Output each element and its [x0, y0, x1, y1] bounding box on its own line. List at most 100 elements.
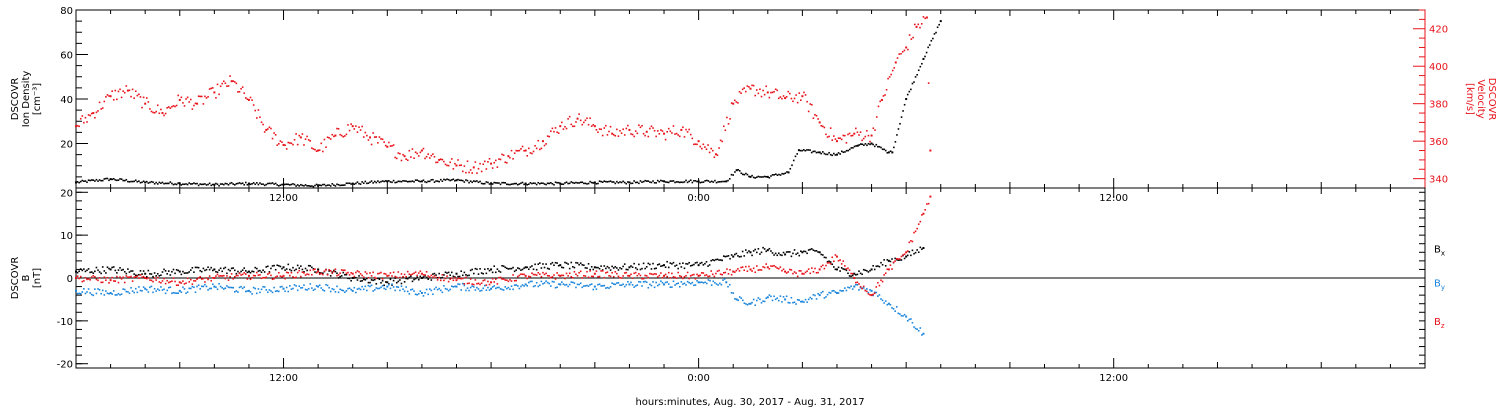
data-point — [472, 286, 475, 288]
data-point — [638, 273, 640, 275]
data-point — [658, 133, 661, 135]
data-point — [504, 286, 507, 288]
data-point — [287, 183, 290, 186]
data-point — [315, 183, 318, 186]
data-point — [804, 298, 807, 301]
data-point — [550, 182, 552, 184]
data-point — [296, 271, 299, 274]
data-point — [306, 135, 308, 138]
data-point — [257, 274, 260, 276]
data-point — [697, 274, 700, 277]
data-point — [924, 55, 926, 58]
data-point — [852, 147, 854, 149]
data-point — [111, 90, 113, 93]
data-point — [474, 161, 477, 163]
data-point — [902, 110, 904, 112]
data-point — [424, 275, 426, 277]
data-point — [480, 182, 483, 185]
data-point — [493, 181, 496, 184]
data-point — [545, 183, 547, 186]
data-point — [784, 253, 787, 256]
data-point — [801, 251, 804, 254]
data-point — [620, 267, 623, 270]
data-point — [858, 134, 860, 136]
data-point — [765, 85, 768, 88]
data-point — [419, 275, 422, 278]
data-point — [870, 268, 873, 271]
data-point — [432, 276, 434, 279]
x-tick-label: 12:00 — [1099, 373, 1128, 384]
data-point — [216, 271, 219, 274]
data-point — [887, 268, 890, 271]
data-point — [414, 277, 417, 280]
data-point — [781, 97, 783, 100]
data-point — [765, 297, 768, 299]
data-point — [480, 170, 483, 173]
data-point — [801, 149, 803, 152]
data-point — [361, 181, 363, 183]
data-point — [175, 183, 178, 186]
data-point — [358, 275, 360, 277]
data-point — [548, 282, 551, 285]
data-point — [312, 185, 315, 188]
data-point — [339, 133, 341, 136]
data-point — [348, 287, 351, 290]
data-point — [660, 129, 662, 131]
data-point — [877, 265, 879, 267]
data-point — [584, 285, 587, 287]
data-point — [394, 275, 396, 278]
data-point — [928, 44, 931, 46]
data-point — [866, 144, 868, 147]
data-point — [874, 129, 876, 131]
data-point — [446, 288, 448, 291]
data-point — [699, 262, 701, 265]
data-point — [279, 184, 282, 187]
data-point — [744, 249, 747, 251]
data-point — [520, 182, 522, 185]
data-point — [109, 292, 112, 294]
data-point — [460, 164, 463, 166]
data-point — [292, 276, 294, 278]
data-point — [660, 280, 662, 282]
data-point — [715, 272, 717, 275]
data-point — [383, 287, 385, 290]
data-point — [815, 114, 818, 117]
data-point — [524, 283, 527, 286]
data-point — [732, 292, 735, 294]
data-point — [403, 155, 406, 158]
data-point — [252, 286, 255, 289]
data-point — [259, 274, 261, 276]
data-point — [581, 277, 584, 279]
data-point — [715, 181, 718, 184]
data-point — [265, 266, 268, 268]
data-point — [746, 270, 749, 273]
data-point — [548, 182, 551, 185]
data-point — [858, 270, 860, 273]
data-point — [193, 182, 195, 184]
data-point — [848, 269, 851, 271]
data-point — [314, 288, 316, 291]
data-point — [94, 288, 96, 290]
data-point — [411, 280, 414, 283]
data-point — [864, 143, 867, 145]
data-point — [711, 273, 714, 276]
data-point — [678, 275, 681, 277]
data-point — [840, 290, 843, 292]
data-point — [322, 289, 324, 291]
data-point — [389, 278, 392, 281]
data-point — [586, 284, 588, 287]
data-point — [262, 123, 264, 126]
data-point — [683, 275, 686, 278]
x-tick-label: 12:00 — [1099, 193, 1128, 204]
data-point — [226, 272, 228, 275]
data-point — [199, 288, 202, 290]
data-point — [773, 174, 775, 176]
data-point — [870, 289, 873, 292]
data-point — [241, 182, 244, 185]
data-point — [704, 146, 706, 148]
data-point — [177, 182, 179, 184]
data-point — [105, 290, 107, 292]
data-point — [586, 267, 588, 269]
data-point — [556, 272, 558, 274]
data-point — [545, 143, 547, 145]
